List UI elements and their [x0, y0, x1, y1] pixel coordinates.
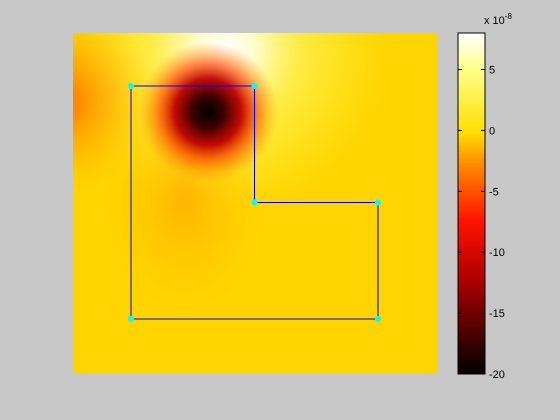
colorbar-exponent-label: x 10-8	[484, 12, 512, 27]
polygon-vertex-1	[128, 83, 134, 89]
colorbar-tick-label-2: -5	[489, 186, 499, 198]
heatmap-dark-spot	[138, 42, 278, 182]
colorbar-tick-label-0: 5	[489, 65, 495, 77]
colorbar-tick-label-1: 0	[489, 125, 495, 137]
polygon-layer	[128, 83, 381, 322]
colorbar-tick-label-5: -20	[489, 369, 505, 381]
colorbar-gradient	[457, 32, 486, 375]
polygon-vertex-3	[251, 199, 258, 206]
polygon-vertex-4	[375, 199, 381, 206]
colorbar-tick-label-3: -10	[489, 247, 505, 259]
colorbar-tick-label-4: -15	[489, 308, 505, 320]
polygon-vertex-2	[251, 83, 258, 89]
polygon-vertex-0	[128, 316, 134, 322]
colorbar: x 10-8 5 0 -5 -10 -15 -20	[457, 12, 512, 381]
polygon-vertex-5	[375, 316, 381, 322]
